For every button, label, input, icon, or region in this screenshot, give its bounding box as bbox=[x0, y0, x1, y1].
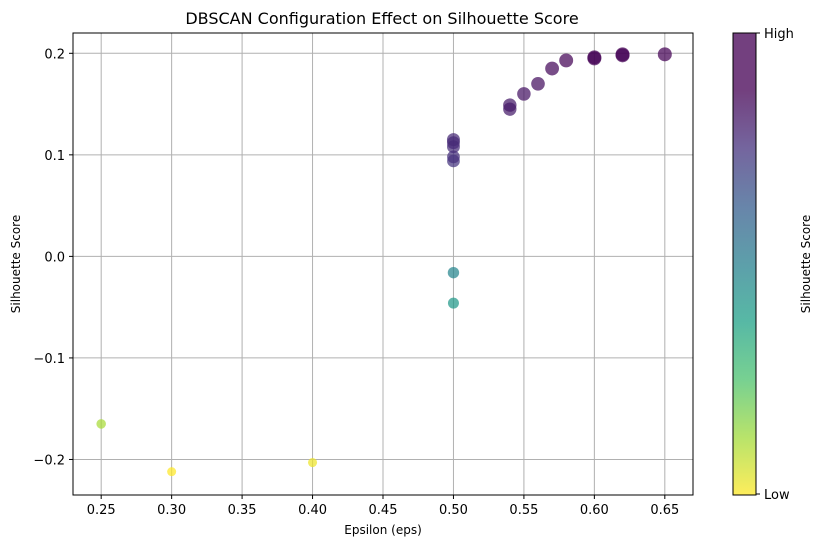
x-tick-label: 0.25 bbox=[87, 503, 116, 518]
scatter-point bbox=[447, 266, 460, 279]
scatter-point bbox=[559, 53, 574, 68]
x-tick-label: 0.40 bbox=[298, 503, 327, 518]
grid bbox=[73, 33, 693, 495]
x-tick-label: 0.60 bbox=[580, 503, 609, 518]
y-tick-label: 0.1 bbox=[44, 149, 65, 164]
y-tick-label: −0.2 bbox=[33, 453, 65, 468]
x-tick-label: 0.65 bbox=[650, 503, 679, 518]
scatter-point bbox=[615, 47, 630, 62]
colorbar-low-label: Low bbox=[764, 488, 790, 503]
x-tick-label: 0.30 bbox=[157, 503, 186, 518]
y-tick-label: −0.1 bbox=[33, 352, 65, 367]
scatter-point bbox=[446, 133, 460, 147]
scatter-point bbox=[96, 419, 106, 429]
x-tick-label: 0.50 bbox=[439, 503, 468, 518]
colorbar-high-label: High bbox=[764, 27, 794, 42]
y-axis: −0.2 −0.1 0.0 0.1 0.2 bbox=[33, 47, 73, 468]
x-axis-label: Epsilon (eps) bbox=[344, 523, 422, 537]
scatter-points bbox=[96, 47, 672, 477]
scatter-point bbox=[167, 467, 177, 477]
y-tick-label: 0.0 bbox=[44, 250, 65, 265]
scatter-point bbox=[657, 47, 672, 62]
scatter-point bbox=[545, 61, 560, 76]
colorbar-label: Silhouette Score bbox=[799, 215, 813, 313]
colorbar-gradient bbox=[733, 33, 756, 495]
scatter-point bbox=[447, 150, 460, 164]
x-tick-label: 0.35 bbox=[228, 503, 257, 518]
y-axis-label: Silhouette Score bbox=[9, 215, 23, 313]
scatter-point bbox=[587, 50, 602, 65]
colorbar-frame bbox=[732, 32, 757, 496]
scatter-point bbox=[503, 98, 517, 112]
x-tick-label: 0.55 bbox=[509, 503, 538, 518]
scatter-point bbox=[517, 87, 531, 101]
scatter-point bbox=[307, 457, 318, 468]
chart-title: DBSCAN Configuration Effect on Silhouett… bbox=[185, 9, 578, 28]
scatter-point bbox=[531, 76, 545, 91]
colorbar: High Low Silhouette Score bbox=[732, 27, 813, 503]
x-tick-label: 0.45 bbox=[369, 503, 398, 518]
scatter-point bbox=[447, 297, 459, 309]
x-axis: 0.25 0.30 0.35 0.40 0.45 0.50 0.55 0.60 0.65 bbox=[87, 495, 679, 518]
y-tick-label: 0.2 bbox=[44, 47, 65, 62]
